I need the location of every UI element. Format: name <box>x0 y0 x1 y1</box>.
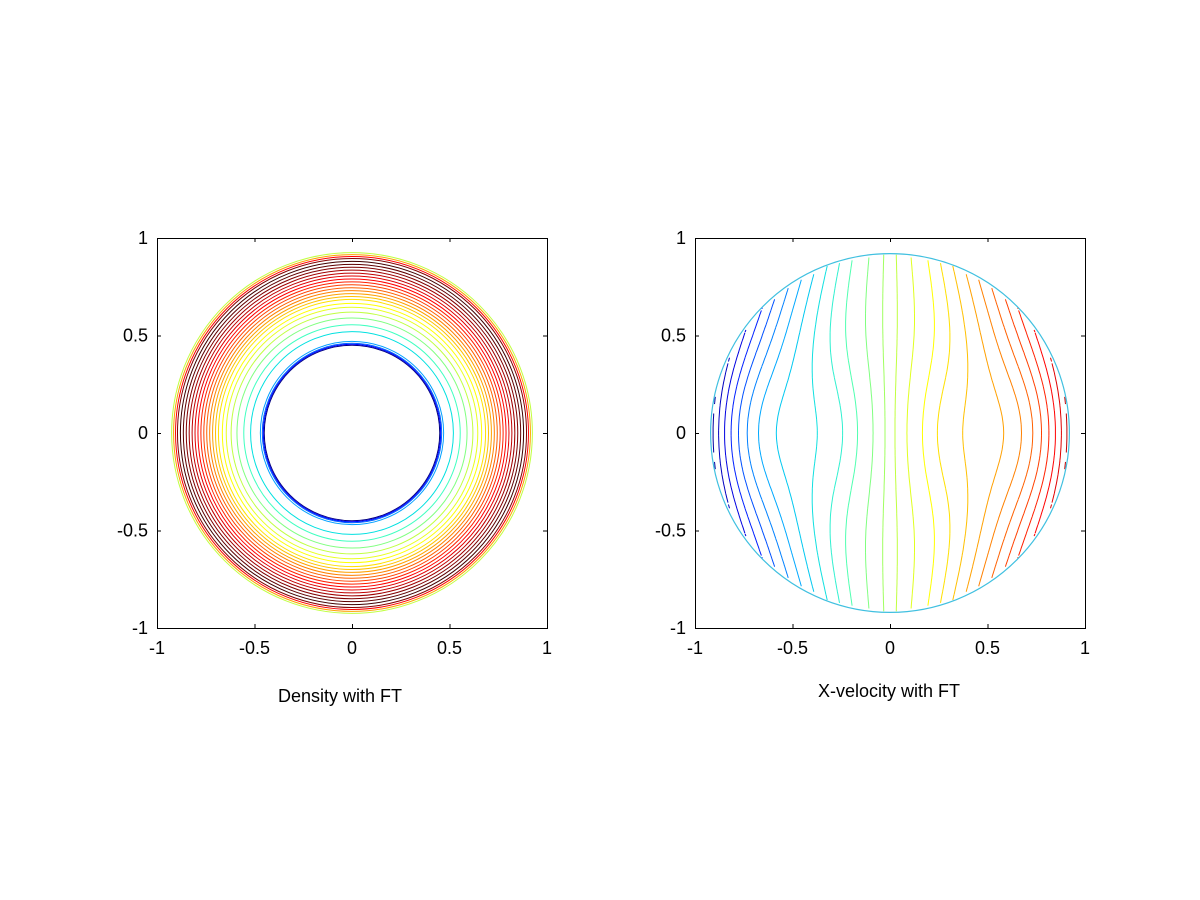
x-tick-label: 0 <box>347 638 357 658</box>
xvelocity-contour-panel: -1 -0.5 0 0.5 1 1 0.5 0 -0.5 -1 X-velocity with F… <box>655 228 1090 701</box>
xvelocity-contour-line <box>829 263 844 603</box>
density-contour-line <box>225 306 479 560</box>
density-contour-line <box>261 342 443 524</box>
density-contour-line <box>194 275 510 591</box>
xvelocity-contour-line <box>978 279 1022 587</box>
density-contour-line <box>175 256 529 610</box>
density-contour-lines <box>171 252 533 614</box>
density-contour-line <box>259 340 445 526</box>
y-tick-label: -0.5 <box>117 521 148 541</box>
density-contour-line <box>188 269 516 597</box>
x-tick-label: -1 <box>687 638 703 658</box>
x-tick-label: 1 <box>542 638 552 658</box>
density-axis-ticks: -1 -0.5 0 0.5 1 1 0.5 0 -0.5 -1 <box>117 228 552 658</box>
x-tick-label: -0.5 <box>777 638 808 658</box>
density-contour-line <box>217 298 487 568</box>
xvelocity-contour-line <box>1064 396 1068 470</box>
xvelocity-contour-line <box>865 257 874 609</box>
y-tick-label: 0 <box>676 423 686 443</box>
y-tick-label: -1 <box>132 618 148 638</box>
density-contour-panel: -1 -0.5 0 0.5 1 1 0.5 0 -0.5 -1 Density with FT <box>117 228 552 706</box>
xvelocity-contour-line <box>882 254 886 612</box>
xvelocity-contour-line <box>1033 329 1056 537</box>
xvelocity-contour-line <box>921 260 935 606</box>
density-contour-line <box>250 331 454 535</box>
xvelocity-contour-lines <box>709 253 1070 613</box>
xvelocity-contour-line <box>1017 307 1050 559</box>
xvelocity-contour-line <box>1004 299 1042 567</box>
xvelocity-contour-line <box>1050 357 1062 509</box>
density-contour-line <box>179 260 525 606</box>
y-tick-label: 0.5 <box>123 326 148 346</box>
density-contour-line <box>171 252 533 614</box>
xvelocity-contour-line <box>730 307 763 559</box>
xvelocity-contour-line <box>894 254 898 612</box>
density-contour-line <box>203 284 501 582</box>
xvelocity-contour-line <box>724 329 747 537</box>
x-tick-label: 0.5 <box>437 638 462 658</box>
y-tick-label: -1 <box>670 618 686 638</box>
density-contour-line <box>243 324 461 542</box>
xvelocity-contour-line <box>845 260 859 606</box>
xvelocity-contour-line <box>811 265 828 601</box>
xvelocity-contour-line <box>746 287 789 579</box>
xvelocity-contour-line <box>952 265 969 601</box>
density-contour-line <box>262 343 442 523</box>
xvelocity-contour-line <box>991 287 1034 579</box>
y-tick-label: 0.5 <box>661 326 686 346</box>
y-tick-label: 1 <box>676 228 686 248</box>
xvelocity-plot-frame <box>695 238 1086 629</box>
xvelocity-contour-line <box>936 263 951 603</box>
density-contour-line <box>176 257 528 609</box>
density-contour-line <box>182 263 522 603</box>
xvelocity-contour-line <box>758 279 802 587</box>
density-contour-line <box>209 290 495 576</box>
density-xlabel: Density with FT <box>278 686 402 706</box>
x-tick-label: 1 <box>1080 638 1090 658</box>
xvelocity-xlabel: X-velocity with FT <box>818 681 960 701</box>
density-contour-line <box>230 311 474 555</box>
y-tick-label: 0 <box>138 423 148 443</box>
density-contour-line <box>197 278 507 588</box>
xvelocity-contour-line <box>906 257 915 609</box>
y-tick-label: 1 <box>138 228 148 248</box>
density-contour-line <box>263 344 441 522</box>
xvelocity-boundary-contour <box>709 253 1070 613</box>
density-contour-line <box>212 293 492 573</box>
xvelocity-contour-line <box>738 299 776 567</box>
xvelocity-contour-line <box>965 274 1005 592</box>
xvelocity-axis-ticks: -1 -0.5 0 0.5 1 1 0.5 0 -0.5 -1 <box>655 228 1090 658</box>
density-contour-line <box>191 272 513 594</box>
density-contour-line <box>221 302 483 564</box>
density-contour-line <box>236 317 468 549</box>
x-tick-label: 0.5 <box>975 638 1000 658</box>
density-contour-line <box>200 281 504 585</box>
x-tick-label: -0.5 <box>239 638 270 658</box>
density-contour-line <box>173 254 531 612</box>
xvelocity-contour-line <box>712 396 716 470</box>
x-tick-label: -1 <box>149 638 165 658</box>
xvelocity-contour-line <box>718 357 730 509</box>
density-contour-line <box>215 296 489 570</box>
density-contour-line <box>206 287 498 579</box>
y-tick-label: -0.5 <box>655 521 686 541</box>
x-tick-label: 0 <box>885 638 895 658</box>
density-contour-line <box>185 266 519 600</box>
xvelocity-contour-line <box>775 274 815 592</box>
